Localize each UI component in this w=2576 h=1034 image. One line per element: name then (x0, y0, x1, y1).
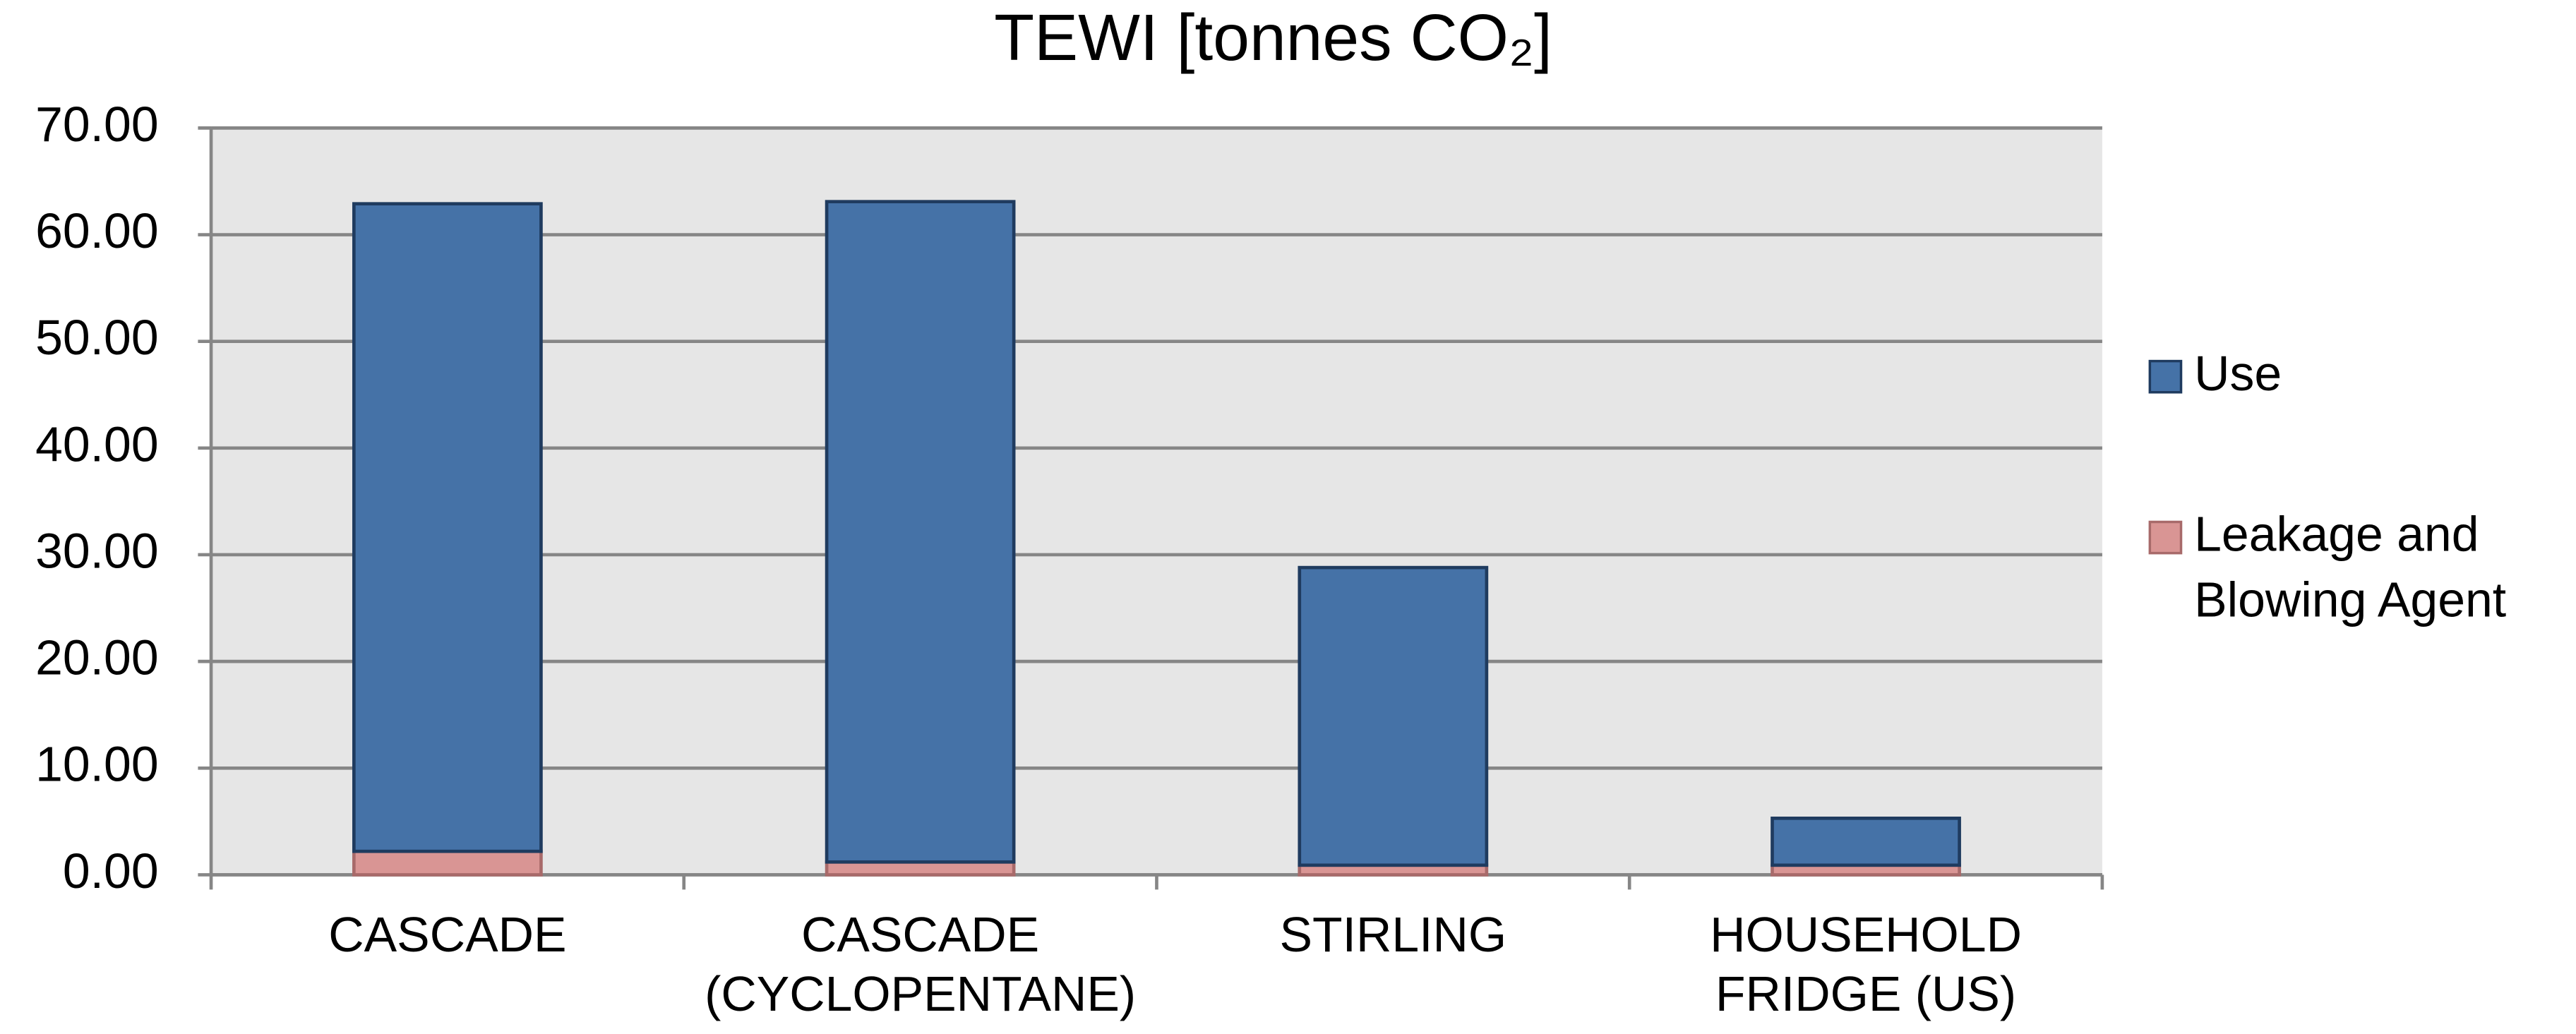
bar-segment (825, 200, 1016, 864)
chart-title: TEWI [tonnes CO₂] (994, 1, 1552, 74)
bar-segment (352, 202, 543, 853)
y-tick-label: 20.00 (35, 630, 159, 685)
y-tick-label: 0.00 (63, 843, 159, 898)
bar-segment (1771, 817, 1961, 867)
bar-segment (825, 860, 1016, 877)
legend-label: Leakage and Blowing Agent (2194, 507, 2506, 627)
x-tick-label: CASCADE (328, 908, 566, 963)
y-tick-label: 10.00 (35, 737, 159, 792)
bar-segment (1298, 565, 1489, 867)
y-tick-label: 70.00 (35, 97, 159, 152)
bar-segment (352, 849, 543, 877)
x-tick-label: CASCADE (CYCLOPENTANE) (705, 908, 1136, 1022)
y-tick-label: 30.00 (35, 523, 159, 578)
legend-swatch (2148, 520, 2183, 555)
y-tick-label: 60.00 (35, 203, 159, 258)
legend-label: Use (2194, 346, 2282, 401)
x-tick-label: HOUSEHOLD FRIDGE (US) (1710, 908, 2022, 1022)
legend-swatch (2148, 359, 2183, 394)
y-tick-label: 40.00 (35, 416, 159, 471)
y-tick-label: 50.00 (35, 310, 159, 365)
x-tick-label: STIRLING (1279, 908, 1506, 963)
